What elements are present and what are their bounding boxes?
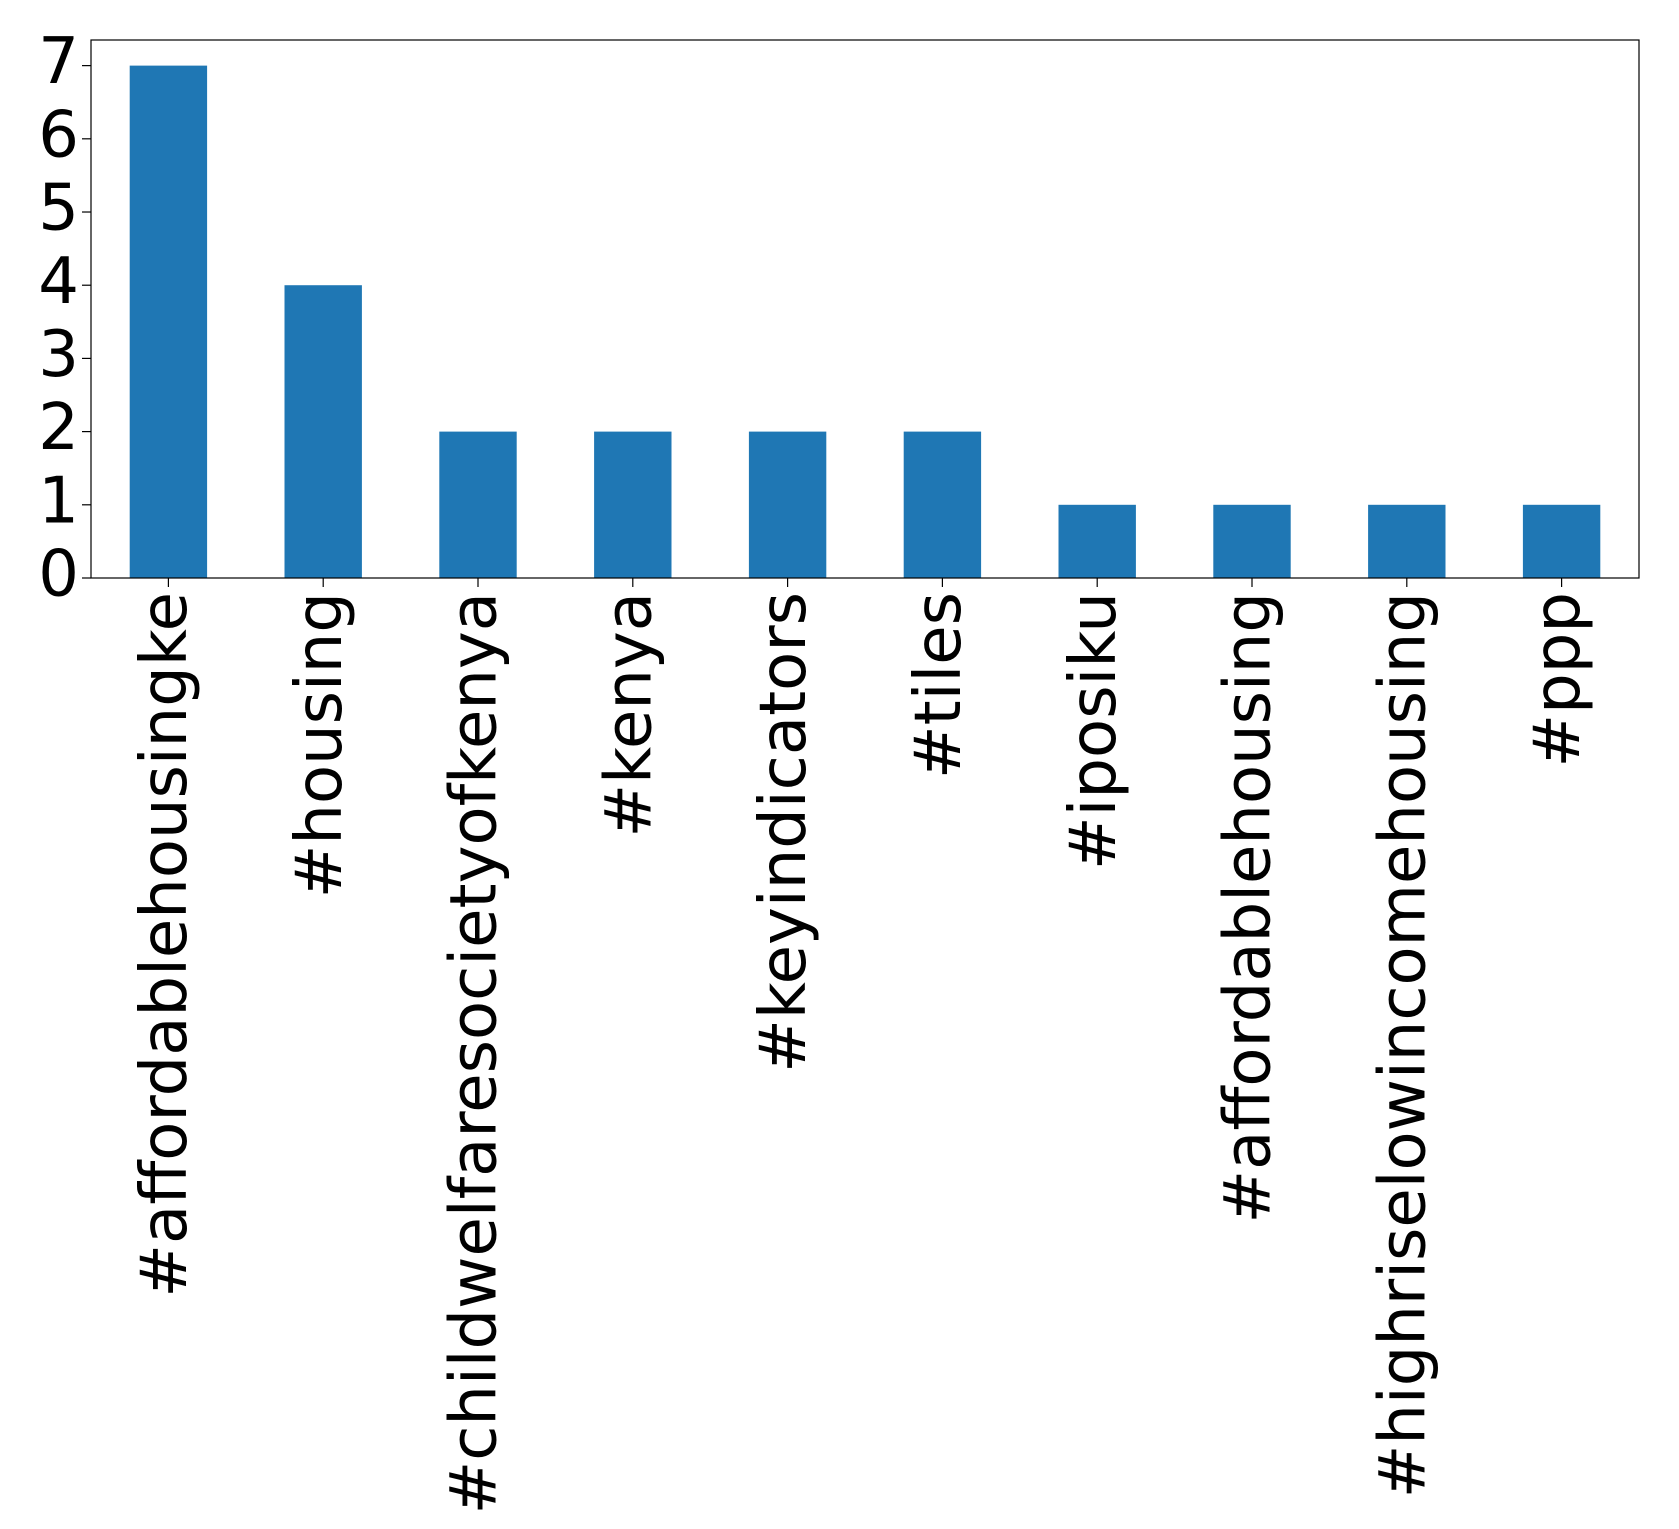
bar <box>1213 504 1291 578</box>
x-tick-label: #ppp <box>1521 592 1595 768</box>
y-tick-label: 0 <box>38 538 79 612</box>
bar <box>284 285 362 578</box>
bar <box>903 431 982 578</box>
plot-frame <box>90 39 1640 579</box>
x-tick-label: #affordablehousingke <box>128 592 202 1298</box>
y-tick-label: 3 <box>38 318 79 392</box>
x-tick-label: #kenya <box>592 592 666 837</box>
y-tick-label: 5 <box>38 172 79 246</box>
bar <box>594 431 672 578</box>
y-tick-label: 6 <box>38 98 79 172</box>
x-tick-label: #highriselowincomehousing <box>1366 592 1440 1498</box>
y-tick-label: 2 <box>38 391 79 465</box>
y-tick-label: 4 <box>38 245 79 319</box>
x-tick-label: #iposiku <box>1057 592 1131 870</box>
bar <box>439 431 517 578</box>
bar <box>748 431 827 578</box>
x-tick-label: #tiles <box>902 592 976 779</box>
bar <box>1522 504 1601 578</box>
bar <box>1058 504 1136 578</box>
x-tick-label: #affordablehousing <box>1212 592 1286 1224</box>
bar <box>129 65 208 579</box>
bar <box>1368 504 1446 578</box>
x-tick-label: #childwelfaresocietyofkenya <box>438 592 512 1514</box>
y-tick-label: 7 <box>38 25 79 99</box>
x-tick-label: #keyindicators <box>747 592 821 1073</box>
x-tick-label: #housing <box>283 592 357 898</box>
y-tick-label: 1 <box>38 464 79 538</box>
